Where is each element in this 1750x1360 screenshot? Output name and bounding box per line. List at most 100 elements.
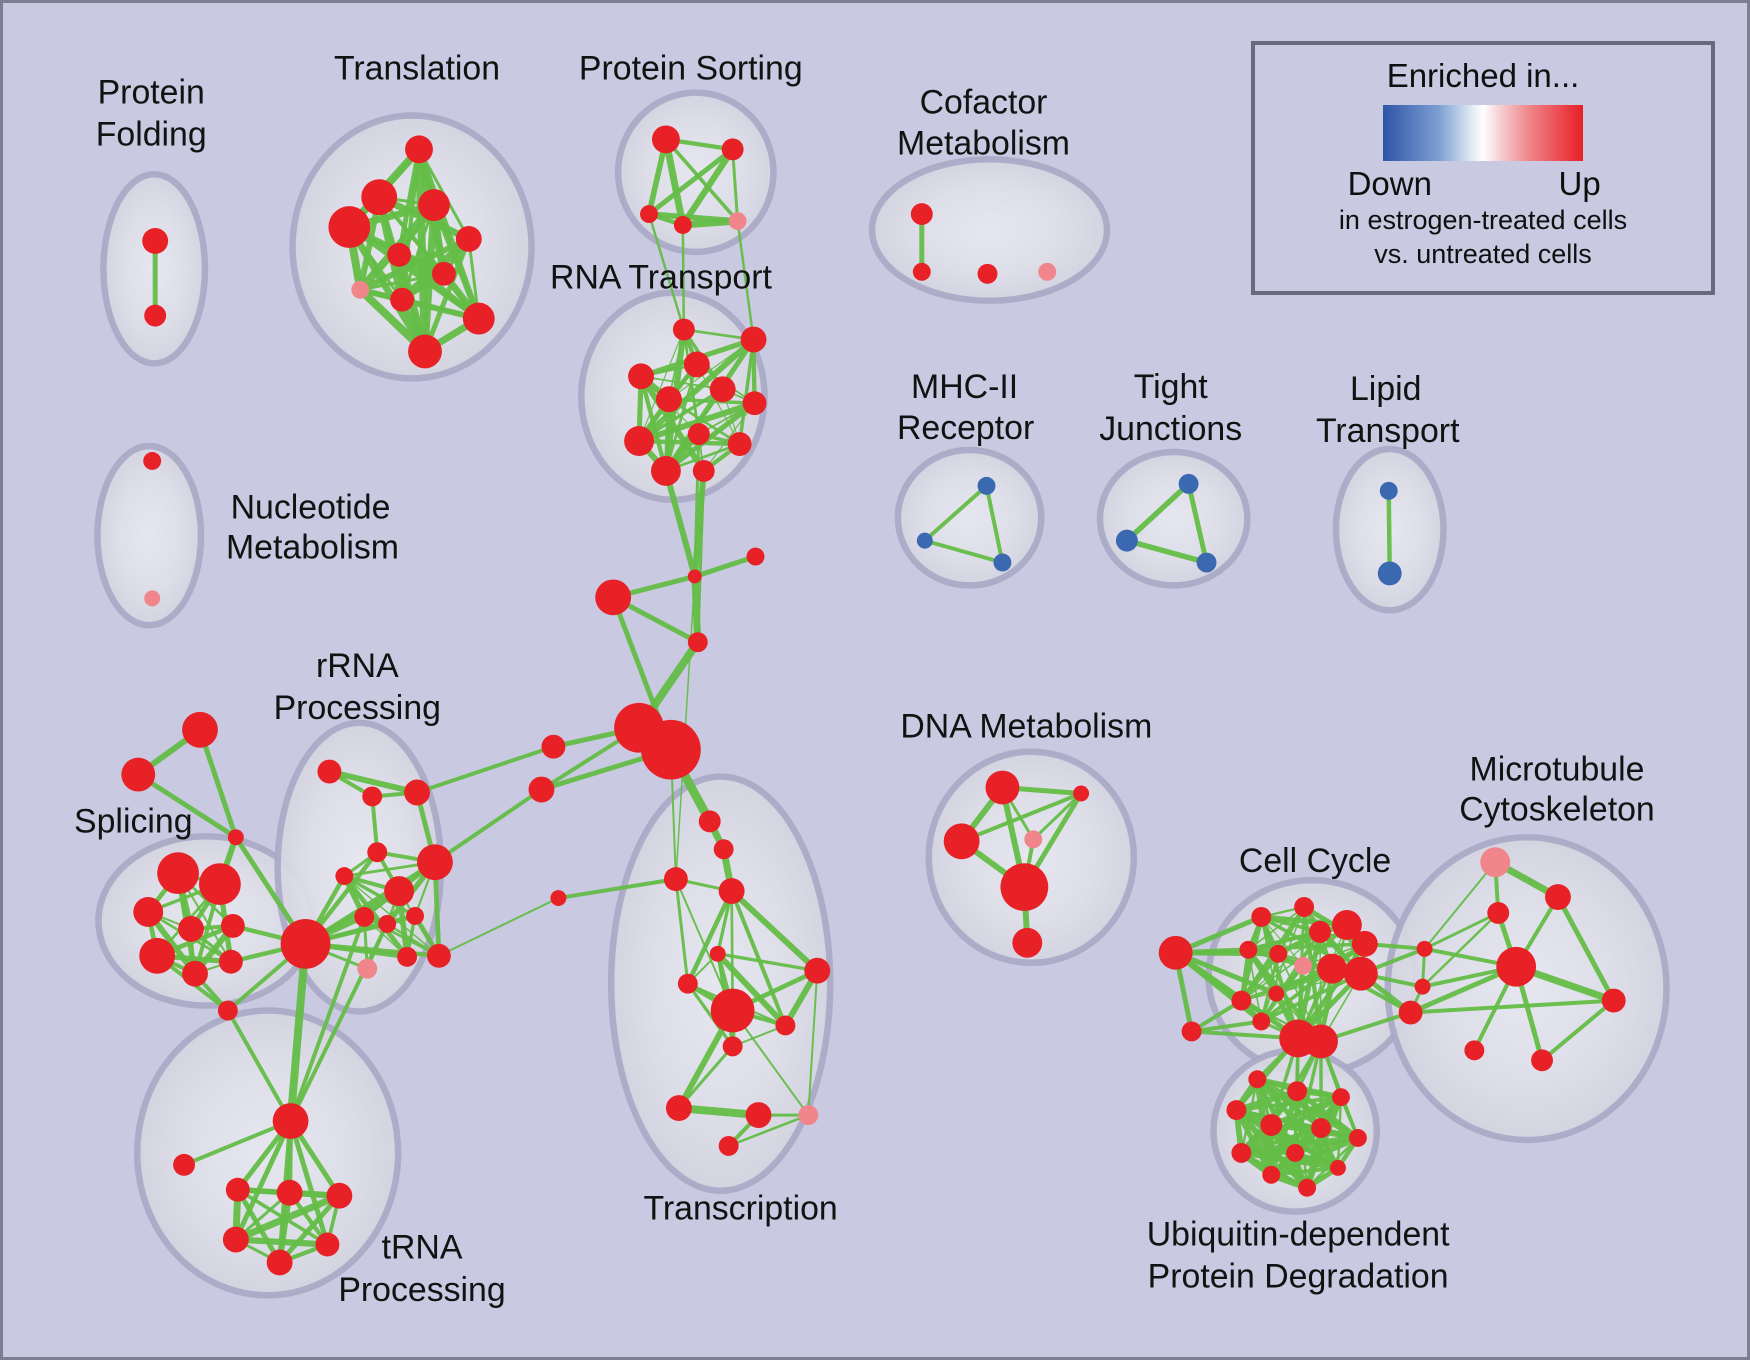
network-node (916, 532, 933, 549)
network-node (1294, 897, 1315, 917)
network-node (943, 823, 980, 860)
network-node (1331, 909, 1362, 940)
legend-down-label: Down (1347, 165, 1432, 202)
network-edge (1234, 1095, 1343, 1113)
network-node (727, 432, 752, 456)
network-node (354, 906, 375, 927)
network-node (993, 553, 1012, 572)
network-node (1012, 927, 1043, 958)
network-node (426, 943, 451, 968)
network-node (721, 138, 744, 161)
network-node (1269, 944, 1288, 963)
network-node (406, 906, 424, 925)
network-node (1331, 1088, 1350, 1107)
network-edge (636, 400, 758, 445)
network-node (910, 203, 933, 226)
network-edge (692, 554, 759, 579)
network-node (985, 770, 1020, 805)
cluster-label: Receptor (897, 409, 1034, 447)
network-node (595, 579, 632, 616)
legend-subtitle-line1: in estrogen-treated cells (1338, 205, 1628, 235)
network-edge (731, 147, 740, 223)
cluster-label: MHC-II (911, 368, 1018, 406)
cluster-label: Cell Cycle (1239, 842, 1391, 880)
cluster-label: Splicing (74, 802, 192, 840)
network-node (641, 719, 701, 780)
network-node (687, 423, 710, 446)
network-node (121, 757, 156, 792)
network-node (740, 326, 767, 353)
cluster-label: Translation (334, 50, 500, 88)
cluster-label: Processing (274, 689, 441, 727)
cluster-label: DNA Metabolism (900, 708, 1152, 746)
network-edge (1240, 931, 1321, 1002)
network-edge (326, 768, 421, 796)
network-node (1251, 906, 1272, 927)
network-node (404, 779, 430, 806)
network-node (1294, 956, 1313, 975)
cluster-label: Microtubule (1470, 751, 1645, 789)
network-edge (636, 336, 757, 445)
network-node (687, 569, 702, 584)
network-edge (646, 146, 736, 217)
network-node (431, 261, 456, 286)
network-node (387, 242, 412, 267)
network-node (142, 228, 169, 254)
network-node (1286, 1143, 1305, 1162)
network-edge (197, 727, 239, 840)
network-node (143, 452, 162, 470)
network-edge (1259, 971, 1363, 1024)
network-node (1545, 884, 1571, 910)
cluster-label: Protein (98, 74, 205, 112)
network-edge (1293, 1039, 1323, 1155)
network-node (728, 212, 747, 230)
network-node (173, 1153, 196, 1176)
network-node (378, 914, 397, 933)
network-node (710, 988, 755, 1033)
network-edge (288, 921, 390, 1124)
network-node (1531, 1049, 1553, 1072)
network-node (1115, 529, 1138, 552)
network-node (335, 867, 354, 886)
network-edge (728, 888, 821, 974)
network-edge (396, 251, 482, 322)
network-edge (1259, 952, 1280, 1023)
network-edge (182, 1119, 293, 1167)
legend-subtitle-line2: vs. untreated cells (1374, 239, 1592, 269)
network-node (977, 263, 998, 284)
network-edge (714, 950, 789, 1029)
network-edge (1173, 950, 1281, 957)
network-node (683, 351, 710, 378)
network-edge (1423, 861, 1497, 950)
cluster-label: Metabolism (897, 124, 1070, 162)
network-node (326, 1182, 353, 1209)
network-node (628, 363, 654, 390)
network-edge (681, 223, 686, 331)
cluster-label: Lipid (1350, 370, 1421, 408)
network-node (912, 262, 931, 281)
cluster-label: Nucleotide (231, 489, 391, 527)
network-node (1196, 552, 1217, 573)
network-edge (640, 375, 724, 391)
network-edge (662, 467, 698, 580)
cluster-label: Protein Sorting (579, 50, 803, 88)
network-node (1248, 1070, 1267, 1089)
network-node (1309, 920, 1331, 943)
network-node (677, 973, 698, 994)
network-node (687, 632, 708, 653)
network-node (1287, 1081, 1308, 1102)
network-node (1480, 847, 1511, 878)
network-node (1073, 785, 1090, 802)
network-node (133, 897, 164, 927)
cluster-mhc-ii-receptor (894, 446, 1045, 589)
network-node (276, 1179, 303, 1206)
network-node (1268, 985, 1285, 1002)
network-node (1239, 940, 1258, 959)
network-node (672, 318, 695, 341)
network-node (1379, 481, 1398, 500)
legend-gradient-bar (1383, 105, 1583, 161)
network-node (1178, 473, 1199, 494)
network-node (182, 960, 208, 987)
network-edge (1269, 1165, 1340, 1177)
